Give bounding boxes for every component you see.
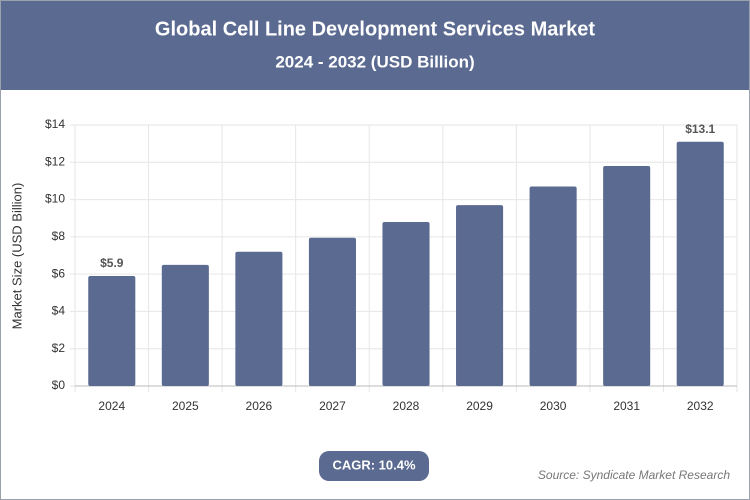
x-tick-label: 2024 xyxy=(98,399,125,413)
x-tick-label: 2029 xyxy=(466,399,493,413)
y-tick-label: $12 xyxy=(45,154,65,168)
bar xyxy=(161,264,209,386)
y-tick-label: $8 xyxy=(52,229,66,243)
chart-subtitle: 2024 - 2032 (USD Billion) xyxy=(275,52,474,71)
bar xyxy=(308,237,356,386)
chart-title: Global Cell Line Development Services Ma… xyxy=(155,18,595,40)
value-label: $5.9 xyxy=(100,256,124,270)
bar xyxy=(235,251,283,386)
x-tick-label: 2026 xyxy=(246,399,273,413)
y-tick-label: $14 xyxy=(45,117,65,131)
y-tick-label: $0 xyxy=(52,378,66,392)
cagr-text: CAGR: 10.4% xyxy=(332,457,416,472)
bar xyxy=(603,166,651,386)
y-tick-label: $10 xyxy=(45,192,65,206)
y-axis-label: Market Size (USD Billion) xyxy=(9,183,24,330)
bar xyxy=(382,221,430,386)
x-tick-label: 2032 xyxy=(687,399,714,413)
x-tick-label: 2027 xyxy=(319,399,346,413)
bar xyxy=(676,141,724,386)
source: Source: Syndicate Market Research xyxy=(538,468,730,482)
x-tick-label: 2031 xyxy=(613,399,640,413)
y-tick-label: $6 xyxy=(52,266,66,280)
y-tick-label: $2 xyxy=(52,341,66,355)
bar xyxy=(456,205,504,386)
bar xyxy=(88,276,136,386)
bar xyxy=(529,186,577,386)
x-tick-label: 2030 xyxy=(540,399,567,413)
cagr-badge xyxy=(319,451,429,481)
x-tick-label: 2028 xyxy=(393,399,420,413)
x-tick-label: 2025 xyxy=(172,399,199,413)
value-label: $13.1 xyxy=(685,122,715,136)
y-tick-label: $4 xyxy=(52,304,66,318)
header xyxy=(1,1,749,90)
